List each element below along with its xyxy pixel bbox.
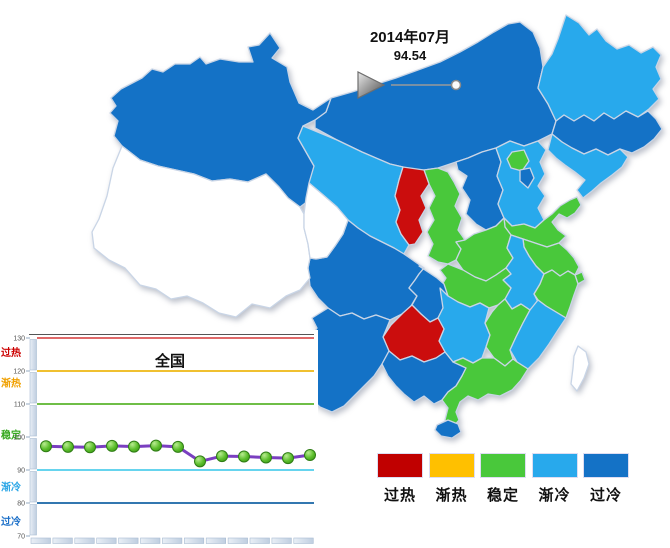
y-axis-bar-segment: [29, 504, 37, 536]
data-point[interactable]: [40, 440, 52, 453]
zone-label: 渐冷: [1, 481, 21, 494]
province-tibet[interactable]: [91, 145, 311, 318]
province-taiwan[interactable]: [570, 345, 590, 392]
x-axis-bar-segment[interactable]: [140, 537, 161, 544]
x-axis-bar-segment[interactable]: [227, 537, 248, 544]
data-point[interactable]: [128, 440, 140, 453]
data-point[interactable]: [62, 440, 74, 453]
x-axis-bar-segment[interactable]: [96, 537, 117, 544]
data-point[interactable]: [194, 455, 206, 468]
y-tick-label: 130: [13, 336, 25, 343]
legend-label: 过热: [383, 487, 416, 504]
legend-label: 过冷: [589, 487, 622, 504]
legend-label: 渐冷: [538, 487, 571, 504]
current-period: 2014年07月: [369, 29, 451, 46]
legend-swatch-overheated: [377, 453, 423, 478]
province-liaoning[interactable]: [547, 133, 629, 199]
legend-label: 稳定: [486, 487, 519, 504]
slider-handle[interactable]: [450, 79, 462, 91]
x-axis-bar-segment[interactable]: [205, 537, 226, 544]
x-axis-bar-segment[interactable]: [52, 537, 73, 544]
time-control: 2014年07月 94.54: [340, 26, 480, 99]
map-legend: 过热 渐热 稳定 渐冷 过冷: [377, 453, 635, 505]
data-point[interactable]: [106, 439, 118, 452]
play-icon[interactable]: [357, 71, 386, 99]
y-axis-bar-segment: [29, 339, 37, 371]
x-axis-bar-segment[interactable]: [30, 537, 51, 544]
data-point[interactable]: [84, 441, 96, 454]
legend-swatch-stable: [480, 453, 526, 478]
legend-swatch-cooling: [531, 453, 578, 478]
data-point[interactable]: [216, 450, 228, 463]
zone-label: 稳定: [1, 428, 21, 441]
chart-title: 全国: [154, 352, 185, 370]
x-axis-bar-segment[interactable]: [271, 537, 292, 544]
legend-item: 过热: [377, 453, 423, 505]
current-value: 94.54: [393, 48, 427, 63]
x-axis-bar-segment[interactable]: [249, 537, 270, 544]
zone-label: 渐热: [1, 377, 21, 390]
y-tick-label: 80: [17, 501, 25, 508]
province-zhejiang[interactable]: [533, 269, 579, 319]
legend-item: 渐热: [428, 453, 475, 505]
data-point[interactable]: [304, 449, 316, 461]
y-tick-label: 100: [13, 435, 25, 442]
legend-item: 稳定: [480, 453, 526, 505]
x-axis-bar-segment[interactable]: [162, 537, 183, 544]
y-axis-bar-segment: [29, 405, 37, 437]
map-provinces: [91, 14, 663, 439]
province-hainan[interactable]: [434, 419, 462, 439]
y-tick-label: 110: [14, 402, 25, 409]
time-slider: [357, 71, 462, 99]
province-guangdong[interactable]: [441, 357, 529, 429]
province-ningxia[interactable]: [394, 166, 430, 246]
data-point[interactable]: [260, 451, 272, 464]
x-axis-bar-segment[interactable]: [118, 537, 139, 544]
y-tick-label: 120: [13, 369, 25, 376]
province-tianjin[interactable]: [519, 167, 535, 189]
zone-label: 过热: [1, 346, 21, 359]
legend-swatch-overcooled: [583, 453, 629, 478]
y-axis-bar-segment: [29, 471, 37, 503]
data-point[interactable]: [172, 440, 184, 453]
y-tick-label: 90: [17, 468, 25, 475]
legend-swatch-warming: [428, 453, 475, 478]
x-axis-bar-segment[interactable]: [293, 537, 314, 544]
x-axis-bar-segment[interactable]: [74, 537, 95, 544]
province-qinghai[interactable]: [303, 182, 349, 260]
chart-background: [0, 330, 318, 548]
province-fujian[interactable]: [509, 299, 567, 370]
y-tick-label: 70: [17, 534, 25, 541]
legend-item: 渐冷: [531, 453, 578, 505]
data-point[interactable]: [150, 439, 162, 452]
legend-label: 渐热: [435, 487, 468, 504]
y-axis-bar-segment: [29, 438, 37, 470]
data-point[interactable]: [238, 450, 250, 463]
y-axis-bar-segment: [29, 372, 37, 404]
zone-label: 过冷: [1, 515, 21, 528]
data-point[interactable]: [282, 452, 294, 465]
legend-item: 过冷: [583, 453, 629, 505]
x-axis-bar-segment[interactable]: [184, 537, 205, 544]
